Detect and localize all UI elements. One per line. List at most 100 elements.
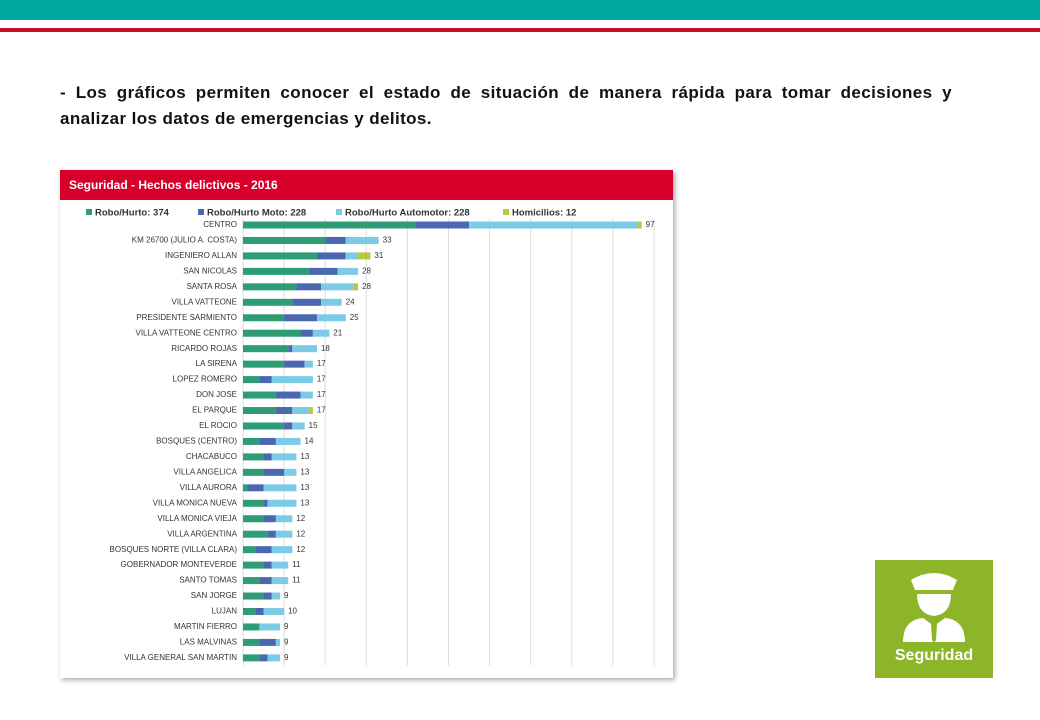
bar-segment bbox=[243, 391, 276, 399]
bar-segment bbox=[243, 546, 256, 554]
chart: Seguridad - Hechos delictivos - 2016 Rob… bbox=[60, 170, 673, 666]
chart-title: Seguridad - Hechos delictivos - 2016 bbox=[69, 178, 278, 192]
y-tick-label: MARTIN FIERRO bbox=[174, 622, 237, 631]
bar-segment bbox=[271, 376, 313, 384]
bar-segment bbox=[415, 221, 470, 229]
bar-segment bbox=[259, 638, 276, 646]
total-label: 17 bbox=[317, 390, 326, 399]
badge-icon: Seguridad bbox=[895, 573, 973, 664]
y-tick-label: EL ROCIO bbox=[199, 421, 237, 430]
total-label: 13 bbox=[300, 498, 309, 507]
bar-segment bbox=[263, 499, 268, 507]
total-label: 12 bbox=[296, 529, 305, 538]
y-tick-label: VILLA ANGELICA bbox=[173, 467, 237, 476]
badge: Seguridad bbox=[875, 560, 993, 678]
y-tick-label: VILLA GENERAL SAN MARTIN bbox=[124, 653, 237, 662]
bar-segment bbox=[316, 314, 346, 322]
total-label: 13 bbox=[300, 467, 309, 476]
bar-segment bbox=[271, 453, 297, 461]
legend-label: Robo/Hurto Moto: 228 bbox=[207, 208, 306, 219]
y-tick-label: SANTO TOMAS bbox=[179, 576, 237, 585]
y-tick-label: LAS MALVINAS bbox=[180, 638, 237, 647]
bar-segment bbox=[271, 546, 293, 554]
bar-segment bbox=[284, 422, 293, 430]
total-label: 12 bbox=[296, 514, 305, 523]
y-tick-label: LA SIRENA bbox=[196, 359, 238, 368]
bar-segment bbox=[263, 592, 272, 600]
bar-segment bbox=[243, 236, 326, 244]
bar-segment bbox=[243, 267, 309, 275]
legend-label: Robo/Hurto Automotor: 228 bbox=[345, 208, 470, 219]
y-tick-label: VILLA MONICA VIEJA bbox=[157, 514, 237, 523]
y-tick-label: RICARDO ROJAS bbox=[171, 344, 237, 353]
total-label: 11 bbox=[292, 560, 301, 569]
red-rule bbox=[0, 28, 1040, 32]
total-label: 33 bbox=[383, 236, 392, 245]
y-tick-label: VILLA VATTEONE CENTRO bbox=[135, 328, 237, 337]
y-tick-label: GOBERNADOR MONTEVERDE bbox=[121, 560, 237, 569]
total-label: 17 bbox=[317, 359, 326, 368]
bar-segment bbox=[243, 592, 264, 600]
y-tick-label: VILLA ARGENTINA bbox=[167, 529, 237, 538]
bar-segment bbox=[243, 515, 264, 523]
bar-segment bbox=[259, 623, 280, 631]
y-tick-label: LUJAN bbox=[212, 607, 238, 616]
bar-segment bbox=[271, 577, 289, 585]
badge-label: Seguridad bbox=[895, 647, 973, 664]
total-label: 10 bbox=[288, 607, 297, 616]
bar-segment bbox=[243, 484, 248, 492]
total-label: 9 bbox=[284, 653, 289, 662]
bar-segment bbox=[288, 345, 293, 353]
bar-segment bbox=[321, 298, 342, 306]
bar-segment bbox=[255, 546, 272, 554]
y-tick-label: INGENIERO ALLAN bbox=[165, 251, 237, 260]
bar-segment bbox=[308, 267, 338, 275]
total-label: 12 bbox=[296, 545, 305, 554]
bar-segment bbox=[296, 283, 322, 291]
bar-segment bbox=[267, 654, 280, 662]
total-label: 31 bbox=[374, 251, 383, 260]
bar-segment bbox=[353, 283, 359, 291]
bar-segment bbox=[267, 499, 297, 507]
bar-segment bbox=[292, 345, 317, 353]
bar-segment bbox=[263, 608, 285, 615]
bar-segment bbox=[243, 283, 297, 291]
total-label: 9 bbox=[284, 591, 289, 600]
bar-segment bbox=[243, 623, 260, 631]
y-tick-label: CENTRO bbox=[203, 220, 237, 229]
bar-segment bbox=[243, 530, 268, 538]
bar-segment bbox=[263, 453, 272, 461]
bar-segment bbox=[259, 376, 272, 384]
bar-segment bbox=[275, 638, 280, 646]
legend-swatch bbox=[503, 209, 509, 215]
bar-segment bbox=[243, 422, 285, 430]
bar-segment bbox=[304, 360, 313, 368]
bar-segment bbox=[275, 437, 301, 445]
bar-segment bbox=[637, 221, 642, 229]
paragraph: - Los gráficos permiten conocer el estad… bbox=[60, 83, 952, 128]
bar-segment bbox=[345, 236, 379, 244]
bar-segment bbox=[263, 515, 276, 523]
y-tick-label: LOPEZ ROMERO bbox=[173, 375, 237, 384]
bar-segment bbox=[259, 577, 272, 585]
legend-swatch bbox=[198, 209, 204, 215]
bar-segment bbox=[337, 267, 359, 275]
bar-segment bbox=[243, 298, 293, 306]
bar-segment bbox=[284, 360, 305, 368]
chart-header bbox=[60, 170, 673, 200]
bar-segment bbox=[292, 298, 322, 306]
bar-segment bbox=[263, 484, 297, 492]
bar-segment bbox=[271, 561, 289, 569]
total-label: 14 bbox=[305, 437, 314, 446]
total-label: 21 bbox=[333, 328, 342, 337]
bar-segment bbox=[243, 360, 285, 368]
bar-segment bbox=[292, 407, 309, 415]
bar-segment bbox=[321, 283, 354, 291]
legend-swatch bbox=[86, 209, 92, 215]
bar-segment bbox=[312, 329, 330, 337]
y-tick-label: SANTA ROSA bbox=[186, 282, 237, 291]
bar-segment bbox=[325, 236, 346, 244]
bar-segment bbox=[275, 515, 293, 523]
total-label: 28 bbox=[362, 282, 371, 291]
